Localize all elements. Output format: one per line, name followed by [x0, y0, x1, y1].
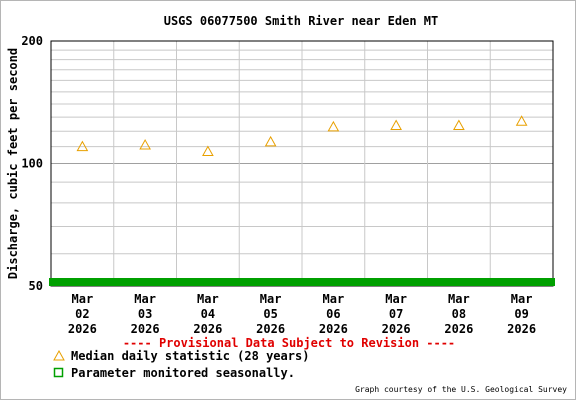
median-point	[139, 139, 151, 150]
legend-median: Median daily statistic (28 years)	[53, 349, 309, 364]
y-tick-label: 50	[29, 279, 43, 293]
x-tick-label: Mar 03 2026	[131, 292, 160, 336]
x-tick-label: Mar 06 2026	[319, 292, 348, 336]
median-point	[453, 119, 465, 130]
y-tick-label: 100	[21, 157, 43, 171]
x-tick-label: Mar 04 2026	[193, 292, 222, 336]
x-tick-label: Mar 07 2026	[382, 292, 411, 336]
median-point	[327, 120, 340, 132]
y-axis-label: Discharge, cubic feet per second	[6, 48, 20, 279]
median-point	[202, 145, 214, 157]
x-tick-label: Mar 05 2026	[256, 292, 285, 336]
legend-seasonal-label: Parameter monitored seasonally.	[71, 366, 295, 380]
seasonal-bar	[49, 278, 555, 286]
x-tick-label: Mar 09 2026	[507, 292, 536, 336]
courtesy-credit: Graph courtesy of the U.S. Geological Su…	[355, 385, 567, 394]
chart-title: USGS 06077500 Smith River near Eden MT	[164, 14, 439, 28]
y-tick-label: 200	[21, 34, 43, 48]
triangle-marker-icon	[53, 349, 67, 364]
x-tick-label: Mar 02 2026	[68, 292, 97, 336]
median-point	[515, 115, 528, 126]
median-point	[264, 135, 277, 147]
provisional-notice: ---- Provisional Data Subject to Revisio…	[122, 336, 456, 350]
legend-median-label: Median daily statistic (28 years)	[71, 349, 310, 363]
legend-seasonal: Parameter monitored seasonally.	[53, 366, 295, 381]
median-point	[76, 140, 89, 152]
median-point	[390, 119, 402, 130]
x-tick-label: Mar 08 2026	[444, 292, 473, 336]
square-marker-icon	[53, 367, 67, 381]
